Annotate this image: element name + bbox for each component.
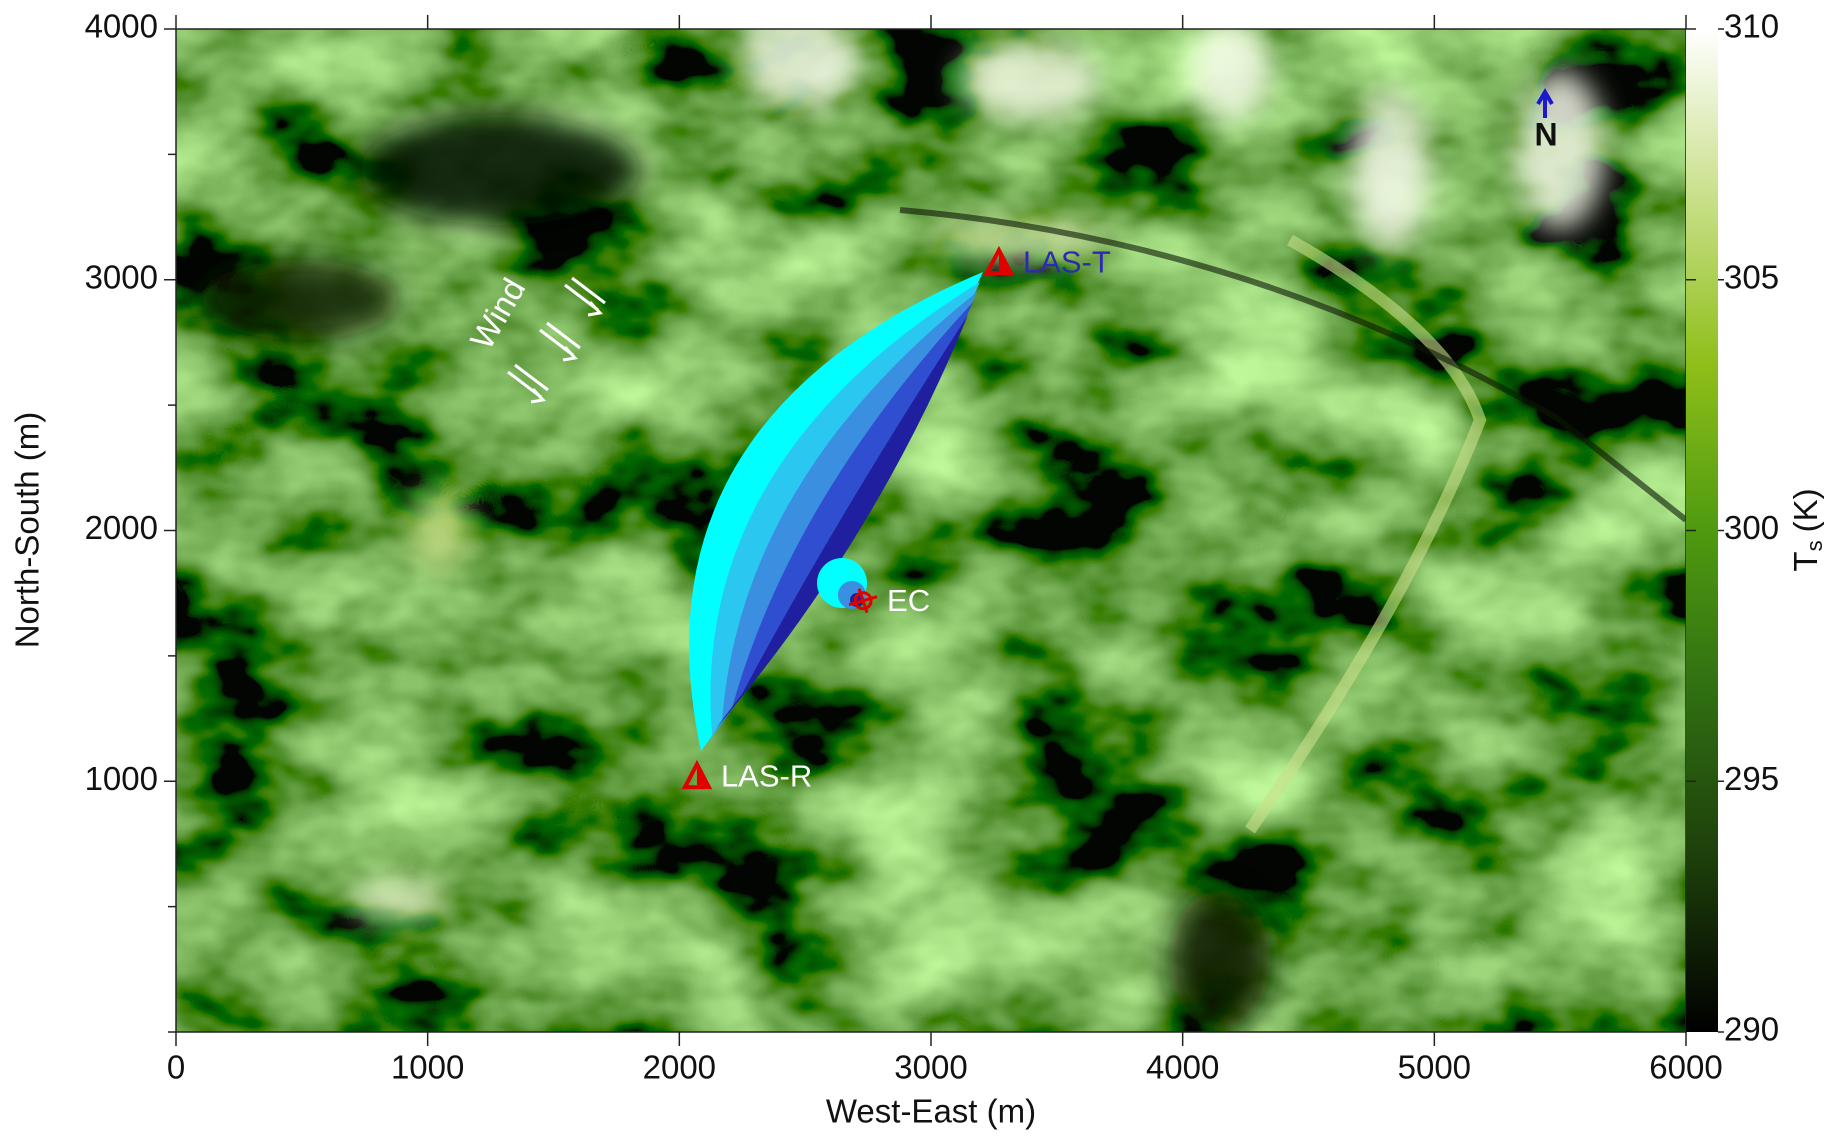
site-label: EC [887,583,930,618]
x-tick-label: 4000 [1146,1049,1219,1086]
colorbar-tick-label: 300 [1724,509,1779,546]
colorbar-tick-label: 290 [1724,1011,1779,1048]
colorbar-tick-label: 305 [1724,258,1779,295]
y-tick-label: 4000 [85,8,158,45]
x-tick-label: 6000 [1649,1049,1722,1086]
x-tick-label: 0 [167,1049,185,1086]
site-label: LAS-T [1023,244,1111,279]
y-tick-label: 2000 [85,509,158,546]
chart: Wind N North-South (m) West-East (m) Ts (… [0,0,1839,1136]
x-tick-label: 5000 [1398,1049,1471,1086]
y-tick-label: 3000 [85,258,158,295]
x-tick-label: 2000 [643,1049,716,1086]
colorbar-title: Ts (K) [1787,488,1827,571]
colorbar-unit: (K) [1787,488,1824,532]
x-tick-label: 3000 [894,1049,967,1086]
colorbar-tick-label: 310 [1724,8,1779,45]
y-axis-title: North-South (m) [9,412,46,649]
north-label: N [1534,116,1557,152]
x-tick-label: 1000 [391,1049,464,1086]
site-label: LAS-R [721,758,812,793]
x-axis-title: West-East (m) [826,1093,1036,1130]
temperature-map: Wind N [176,10,1686,1032]
colorbar-symbol: T [1787,551,1824,571]
colorbar-tick-label: 295 [1724,760,1779,797]
colorbar-subscript: s [1802,540,1827,551]
y-tick-label: 1000 [85,760,158,797]
